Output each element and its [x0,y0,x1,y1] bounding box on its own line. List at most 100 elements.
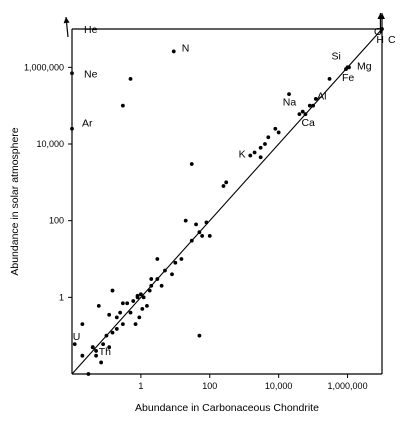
element-label-k: K [239,148,246,160]
data-point [120,103,125,108]
data-point [200,234,205,238]
element-label-al: Al [317,91,326,103]
data-point [276,130,281,135]
x-tick-label: 1 [138,381,143,391]
data-point [120,322,125,327]
element-label-fe: Fe [342,72,354,84]
data-point [107,312,112,317]
data-point [110,288,115,293]
data-point [110,330,115,335]
labeled-data-point [258,155,263,160]
data-point [133,322,138,327]
data-point [141,295,146,300]
data-point [263,142,267,146]
data-point [155,257,160,261]
labeled-data-point [171,49,176,54]
data-point [114,315,119,320]
element-label-th: Th [99,346,111,358]
element-label-si: Si [332,50,341,62]
data-point [125,301,130,306]
data-point [248,153,253,158]
data-point [80,322,85,327]
data-point [94,353,98,358]
labeled-data-point [344,67,348,71]
off-scale-arrowhead [379,13,385,19]
data-point [173,260,178,265]
element-label-he: He [84,24,98,36]
labeled-data-point [311,103,316,108]
element-label-c: C [388,34,396,46]
data-point [140,306,145,311]
reference-line-y-equals-x [71,28,383,375]
data-point [163,268,167,273]
data-point [145,303,149,308]
data-point [137,315,142,320]
data-point [94,349,98,353]
x-axis-label: Abundance in Carbonaceous Chondrite [135,402,319,414]
labeled-data-point [72,342,77,347]
data-point [86,372,91,376]
data-point [101,342,106,347]
element-label-o: O [374,26,382,38]
data-point [183,218,188,223]
data-point [104,333,109,338]
y-tick-label: 10,000 [36,139,64,149]
data-point [287,92,291,97]
data-point [204,220,209,225]
labeled-data-point [70,126,74,131]
element-label-h: H [376,34,384,46]
labeled-data-point [70,71,74,76]
data-point [118,310,123,315]
data-point [149,283,154,288]
x-tick-label: 100 [202,381,217,391]
element-label-ne: Ne [84,68,98,80]
data-point [120,301,125,306]
data-point [207,234,212,238]
data-point [224,180,229,185]
off-scale-arrowhead [63,17,70,24]
labeled-data-point [300,109,305,114]
data-point [307,103,312,108]
labeled-data-point [347,65,351,70]
x-tick-label: 10,000 [265,381,293,391]
element-label-ca: Ca [301,117,315,129]
data-point [128,310,133,315]
data-point [170,272,174,277]
data-point [138,292,143,297]
data-point [197,333,202,338]
data-point [221,184,226,188]
data-point [131,299,136,303]
data-point [297,112,302,117]
data-point [258,145,263,150]
data-point [80,353,85,358]
element-label-n: N [182,42,190,54]
data-point [252,150,257,155]
y-axis-label: Abundance in solar atmosphere [9,127,21,275]
data-point [313,97,318,101]
element-label-u: U [73,331,81,343]
data-point [197,230,202,235]
data-point [189,238,194,243]
data-point [327,76,332,81]
element-label-mg: Mg [357,60,372,72]
x-tick-label: 1,000,000 [328,381,368,391]
data-point [107,345,112,350]
data-point [266,135,271,140]
data-point [128,76,133,81]
element-label-ar: Ar [82,118,93,130]
data-point [99,360,104,365]
data-point [96,303,101,308]
labeled-data-point [303,112,308,117]
y-tick-label: 1 [59,292,64,302]
data-point [189,162,194,166]
data-point [114,327,119,331]
element-label-na: Na [283,97,297,109]
data-point [147,288,152,293]
data-point [159,283,164,288]
y-tick-label: 1,000,000 [24,62,64,72]
labeled-data-point [90,345,95,350]
data-point [135,293,140,298]
y-tick-label: 100 [49,216,64,226]
data-point [149,277,154,281]
